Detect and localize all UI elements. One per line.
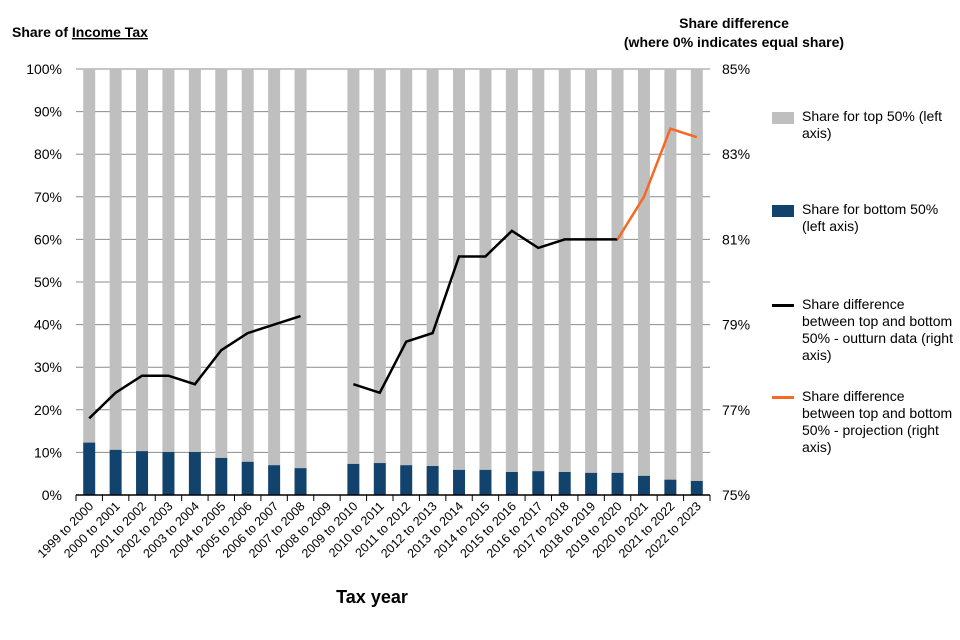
left-tick-label: 50% [34, 274, 62, 290]
right-tick-label: 75% [722, 487, 750, 503]
bar-bottom-50 [664, 479, 677, 495]
left-tick-label: 40% [34, 317, 62, 333]
legend-label-top: Share for top 50% (left axis) [802, 108, 943, 141]
bar-bottom-50 [611, 472, 624, 495]
bar-top-50 [453, 69, 466, 470]
legend-swatch-bottom [772, 205, 794, 217]
bar-top-50 [585, 69, 598, 473]
bar-bottom-50 [479, 469, 492, 495]
bar-top-50 [241, 69, 254, 462]
right-axis-title: Share difference [679, 15, 789, 31]
x-axis-title: Tax year [336, 587, 408, 607]
bar-top-50 [373, 69, 386, 464]
bar-top-50 [294, 69, 307, 469]
left-tick-label: 90% [34, 104, 62, 120]
right-tick-label: 81% [722, 231, 750, 247]
bar-bottom-50 [109, 449, 122, 495]
bar-top-50 [268, 69, 281, 466]
bar-bottom-50 [426, 466, 439, 495]
bar-bottom-50 [585, 472, 598, 495]
legend-swatch-outturn [772, 304, 794, 307]
bar-bottom-50 [347, 463, 360, 495]
line-projection [616, 127, 698, 241]
left-tick-label: 20% [34, 402, 62, 418]
bar-top-50 [505, 69, 518, 472]
bar-bottom-50 [505, 471, 518, 495]
bar-top-50 [532, 69, 545, 472]
legend-swatch-projection [772, 396, 794, 399]
bar-top-50 [690, 69, 703, 481]
bar-top-50 [637, 69, 650, 476]
bar-bottom-50 [188, 451, 201, 495]
right-tick-label: 79% [722, 317, 750, 333]
right-tick-label: 83% [722, 146, 750, 162]
bar-bottom-50 [162, 451, 175, 495]
left-tick-label: 60% [34, 231, 62, 247]
bar-bottom-50 [400, 465, 413, 495]
bar-bottom-50 [268, 465, 281, 495]
line-outturn [352, 229, 618, 395]
left-tick-label: 0% [42, 487, 62, 503]
bar-top-50 [215, 69, 228, 458]
bar-bottom-50 [532, 471, 545, 495]
bar-top-50 [347, 69, 360, 464]
bar-bottom-50 [136, 451, 149, 495]
bar-top-50 [558, 69, 571, 472]
legend-swatch-top [772, 112, 794, 124]
bar-top-50 [188, 69, 201, 452]
bar-bottom-50 [453, 469, 466, 495]
bar-bottom-50 [373, 463, 386, 495]
line-outturn [88, 314, 301, 420]
bar-bottom-50 [241, 461, 254, 495]
bar-top-50 [426, 69, 439, 467]
left-tick-label: 10% [34, 444, 62, 460]
right-tick-label: 77% [722, 402, 750, 418]
right-tick-label: 85% [722, 61, 750, 77]
left-tick-label: 100% [26, 61, 62, 77]
legend-label-outturn: Share difference between top and bottom … [802, 296, 953, 363]
left-axis-title: Share of Income Tax [12, 24, 148, 40]
bar-top-50 [400, 69, 413, 466]
legend-label-bottom: Share for bottom 50% (left axis) [802, 201, 939, 234]
bar-top-50 [83, 69, 96, 443]
bar-bottom-50 [83, 442, 96, 495]
left-tick-label: 80% [34, 146, 62, 162]
bar-top-50 [109, 69, 122, 450]
bar-bottom-50 [558, 471, 571, 495]
left-tick-label: 30% [34, 359, 62, 375]
legend-label-projection: Share difference between top and bottom … [802, 388, 953, 455]
bar-top-50 [611, 69, 624, 473]
bar-bottom-50 [637, 475, 650, 495]
bar-bottom-50 [215, 457, 228, 495]
bar-top-50 [664, 69, 677, 480]
right-axis-subtitle: (where 0% indicates equal share) [624, 34, 844, 50]
bar-top-50 [479, 69, 492, 470]
bar-top-50 [136, 69, 149, 452]
left-tick-label: 70% [34, 189, 62, 205]
bar-top-50 [162, 69, 175, 452]
bar-bottom-50 [690, 480, 703, 495]
bar-bottom-50 [294, 468, 307, 495]
